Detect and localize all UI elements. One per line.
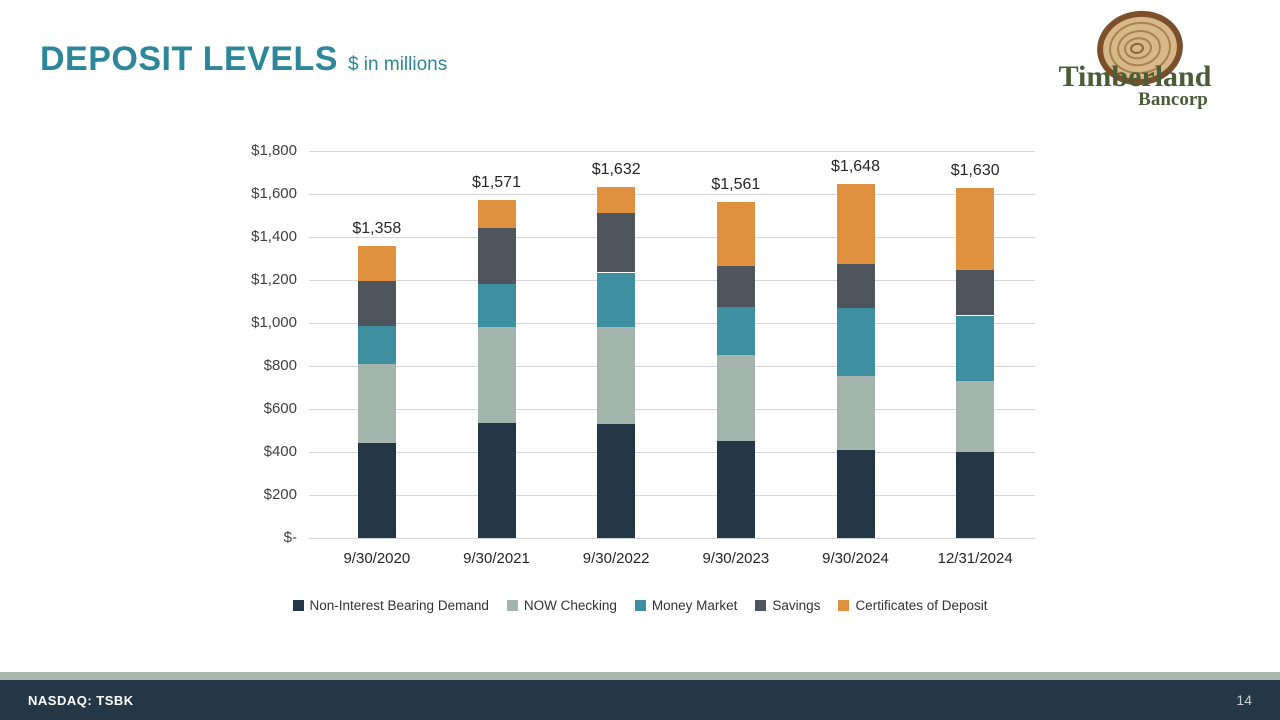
bar-segment (357, 281, 396, 327)
page-number: 14 (1236, 692, 1252, 708)
bar-segment (477, 200, 516, 229)
stacked-bar-chart: $1,800 $1,600 $1,400 $1,200 $1,000 $800 $600 $4… (251, 142, 1035, 546)
bar-total-label: $1,630 (950, 161, 1000, 179)
legend-label: Certificates of Deposit (855, 598, 988, 613)
x-axis-category-label: 9/30/2024 (822, 550, 889, 567)
bar-segment (716, 202, 755, 267)
bar-segment (836, 375, 875, 450)
y-axis-tick-label: $400 (263, 443, 297, 460)
gridline (309, 194, 1035, 195)
legend-swatch (292, 600, 304, 611)
bar-segment (716, 441, 755, 538)
gridline (309, 452, 1035, 453)
gridline (309, 409, 1035, 410)
gridline (309, 495, 1035, 496)
bar-segment (597, 327, 636, 425)
bar-segment (597, 272, 636, 328)
chart-legend: Non-Interest Bearing Demand NOW Checking M… (240, 598, 1040, 613)
bar-total-label: $1,561 (711, 176, 761, 194)
legend-swatch (506, 600, 518, 611)
legend-swatch (634, 600, 646, 611)
legend-label: NOW Checking (523, 598, 617, 613)
logo-text-line2: Bancorp (1138, 89, 1208, 110)
gridline (309, 237, 1035, 238)
bar-segment (477, 228, 516, 285)
legend-item: Certificates of Deposit (838, 598, 988, 613)
bar-segment (477, 327, 516, 423)
legend-label: Money Market (651, 598, 738, 613)
gridline (309, 151, 1035, 152)
bar-segment (597, 424, 636, 538)
y-axis-tick-label: $1,400 (251, 228, 297, 245)
timberland-bancorp-logo: Timberland Bancorp (1045, 10, 1225, 110)
y-axis-tick-label: $600 (263, 400, 297, 417)
footer-bar: NASDAQ: TSBK 14 (0, 672, 1280, 720)
legend-item: Money Market (634, 598, 738, 613)
bar-segment (357, 363, 396, 444)
legend-swatch (838, 600, 850, 611)
x-axis-labels: 9/30/2020 9/30/2021 9/30/2022 9/30/2023 9/30… (317, 550, 1035, 574)
y-axis-tick-label: $200 (263, 486, 297, 503)
bar-segment (836, 449, 875, 538)
gridline (309, 280, 1035, 281)
title-row: DEPOSIT LEVELS $ in millions (40, 40, 447, 79)
x-axis-category-label: 9/30/2023 (702, 550, 770, 567)
bar-segment (716, 355, 755, 442)
bar-segment (477, 284, 516, 328)
bar-total-label: $1,571 (472, 174, 521, 192)
bar-segment (956, 187, 995, 271)
legend-item: Non-Interest Bearing Demand (292, 598, 489, 613)
bar-segment (836, 263, 875, 308)
bar-segment (716, 266, 755, 307)
x-axis-category-label: 12/31/2024 (937, 550, 1013, 567)
logo-text-line1: Timberland (1059, 60, 1212, 93)
y-axis-tick-label: $1,200 (251, 271, 297, 288)
bar-segment (956, 315, 995, 382)
bar-segment (836, 307, 875, 376)
gridline (309, 366, 1035, 367)
y-axis-tick-label: $- (283, 529, 297, 546)
bar-segment (956, 270, 995, 316)
nasdaq-ticker: NASDAQ: TSBK (28, 692, 134, 708)
bar-segment (716, 306, 755, 356)
bar-total-label: $1,632 (591, 161, 641, 179)
bar-total-label: $1,648 (831, 157, 880, 175)
bar-segment (357, 246, 396, 282)
bar-segment (597, 213, 636, 273)
gridline (309, 323, 1035, 324)
legend-item: Savings (755, 598, 820, 613)
log-rings-icon: Timberland Bancorp (1059, 10, 1212, 110)
legend-swatch (755, 600, 767, 611)
bar-segment (357, 443, 396, 538)
legend-label: Non-Interest Bearing Demand (309, 598, 489, 613)
legend-item: NOW Checking (506, 598, 617, 613)
x-axis-category-label: 9/30/2021 (463, 550, 530, 567)
y-axis-tick-label: $1,000 (251, 314, 297, 331)
y-axis-tick-label: $1,600 (251, 185, 297, 202)
bar-segment (836, 183, 875, 264)
y-axis-tick-label: $800 (263, 357, 297, 374)
bar-segment (357, 326, 396, 364)
gridline (309, 538, 1035, 539)
bar-segment (956, 381, 995, 452)
legend-label: Savings (772, 598, 821, 613)
page-subtitle: $ in millions (347, 54, 448, 75)
bar-segment (597, 187, 636, 214)
bar-segment (477, 422, 516, 538)
x-axis-category-label: 9/30/2022 (582, 550, 650, 567)
bar-segment (956, 452, 995, 538)
bar-total-label: $1,358 (352, 220, 402, 238)
y-axis-tick-label: $1,800 (251, 142, 297, 159)
page-title: DEPOSIT LEVELS (40, 40, 338, 78)
x-axis-category-label: 9/30/2020 (343, 550, 411, 567)
